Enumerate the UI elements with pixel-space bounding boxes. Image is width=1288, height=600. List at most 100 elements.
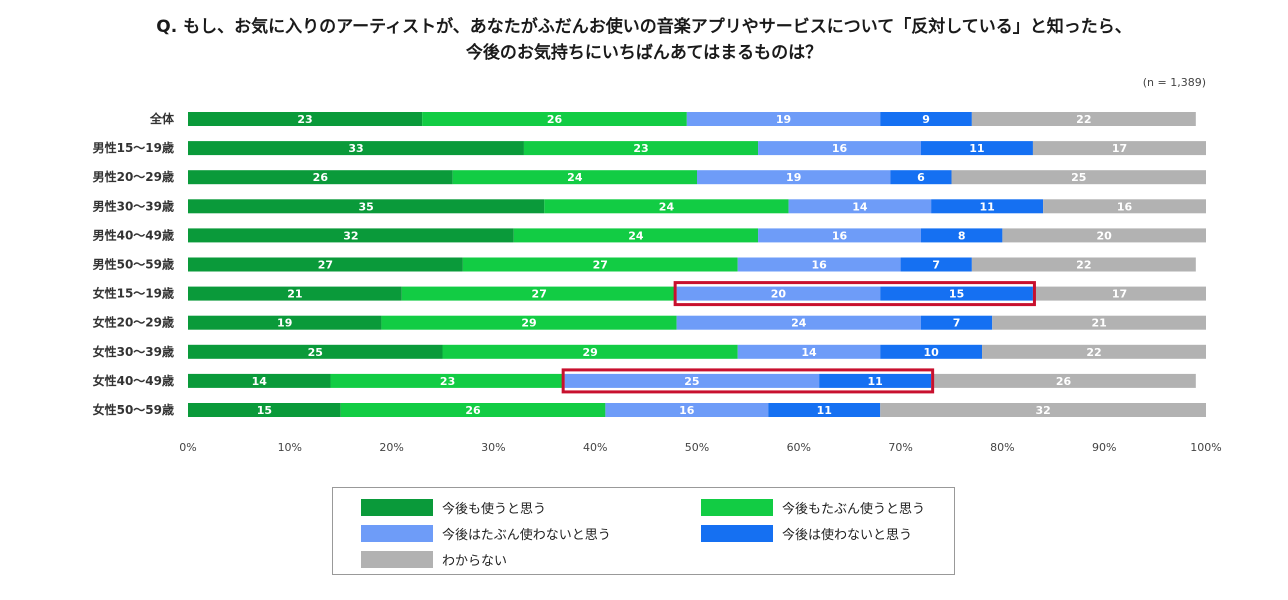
legend-item-dont-know: わからない (361, 550, 507, 569)
legend-item-use-again: 今後も使うと思う (361, 498, 546, 517)
legend-label-maybe-use: 今後もたぶん使うと思う (782, 502, 926, 517)
category-label: 女性40〜49歳 (93, 373, 174, 388)
data-label: 35 (358, 200, 373, 213)
bar-segment-use-again (188, 257, 463, 272)
bar-segment-not-use (819, 373, 932, 388)
legend-label-maybe-not-use: 今後はたぶん使わないと思う (442, 528, 611, 543)
bar-segment-use-again (188, 141, 524, 156)
data-label: 29 (521, 317, 536, 330)
legend-item-maybe-use: 今後もたぶん使うと思う (701, 498, 925, 517)
bar-segment-maybe-use (330, 373, 565, 388)
legend-swatch-not-use (701, 525, 773, 542)
data-label: 16 (832, 229, 848, 242)
legend-swatch-maybe-not-use (361, 525, 433, 542)
bar-segment-maybe-use (381, 315, 677, 330)
bar-segment-use-again (188, 199, 545, 214)
data-label: 11 (867, 375, 882, 388)
data-label: 19 (786, 171, 801, 184)
bar-segment-not-use (880, 112, 972, 126)
bar-segment-dont-know (971, 257, 1196, 272)
x-tick-label: 80% (990, 441, 1014, 454)
legend-label-use-again: 今後も使うと思う (442, 502, 547, 517)
legend-label-not-use: 今後は使わないと思う (782, 528, 913, 543)
data-label: 23 (297, 113, 312, 126)
data-label: 16 (1117, 200, 1133, 213)
data-label: 32 (343, 229, 358, 242)
bar-segment-dont-know (931, 373, 1196, 388)
data-label: 16 (812, 259, 828, 272)
bar-segment-use-again (188, 112, 423, 126)
legend-swatch-maybe-use (701, 499, 773, 516)
data-label: 22 (1086, 346, 1101, 359)
x-tick-label: 60% (787, 441, 811, 454)
x-tick-label: 40% (583, 441, 607, 454)
bar-segment-maybe-use (544, 199, 789, 214)
legend-label-dont-know: わからない (442, 554, 508, 569)
bar-segment-maybe-not-use (697, 170, 891, 185)
bar-segment-maybe-use (401, 286, 677, 301)
data-label: 11 (979, 200, 994, 213)
x-tick-label: 20% (379, 441, 403, 454)
x-tick-label: 50% (685, 441, 709, 454)
x-tick-label: 30% (481, 441, 505, 454)
data-label: 27 (593, 259, 608, 272)
data-label: 24 (791, 317, 807, 330)
bar-segment-use-again (188, 286, 402, 301)
legend-item-maybe-not-use: 今後はたぶん使わないと思う (361, 524, 611, 543)
x-tick-label: 0% (179, 441, 196, 454)
sample-size-note: (n = 1,389) (1142, 76, 1206, 89)
data-label: 19 (277, 317, 292, 330)
data-label: 27 (318, 259, 333, 272)
data-label: 27 (532, 288, 547, 301)
data-label: 17 (1112, 142, 1127, 155)
bar-segment-not-use (880, 344, 983, 359)
data-label: 10 (923, 346, 939, 359)
data-label: 11 (817, 404, 832, 417)
highlight-box (561, 368, 935, 394)
data-label: 24 (659, 200, 675, 213)
title-line-1: Q. もし、お気に入りのアーティストが、あなたがふだんお使いの音楽アプリやサービ… (156, 17, 1132, 37)
data-label: 7 (953, 317, 961, 330)
bar-segment-use-again (188, 228, 514, 243)
data-label: 25 (684, 375, 699, 388)
bar-segment-maybe-not-use (605, 403, 769, 417)
bar-segment-maybe-not-use (758, 228, 921, 243)
data-label: 7 (932, 259, 940, 272)
data-label: 9 (922, 113, 930, 126)
category-label: 男性50〜59歳 (93, 257, 174, 272)
bar-segment-maybe-use (513, 228, 759, 243)
bar-segment-dont-know (1032, 141, 1206, 156)
bar-segment-maybe-use (523, 141, 759, 156)
category-label: 女性15〜19歳 (93, 286, 174, 301)
data-label: 14 (801, 346, 817, 359)
x-tick-label: 70% (888, 441, 912, 454)
data-label: 32 (1035, 404, 1050, 417)
data-label: 19 (776, 113, 791, 126)
bar-segment-maybe-use (462, 257, 738, 272)
category-label: 女性20〜29歳 (93, 315, 174, 330)
data-label: 24 (628, 229, 644, 242)
x-tick-label: 100% (1190, 441, 1221, 454)
data-label: 11 (969, 142, 984, 155)
category-label: 全体 (149, 111, 175, 126)
data-label: 22 (1076, 113, 1091, 126)
data-label: 33 (348, 142, 363, 155)
bar-segment-maybe-not-use (788, 199, 932, 214)
legend: 今後も使うと思う 今後もたぶん使うと思う 今後はたぶん使わないと思う 今後は使わ… (332, 487, 955, 575)
bar-segment-maybe-not-use (686, 112, 881, 126)
bar-segment-maybe-not-use (737, 257, 901, 272)
bar-segment-not-use (768, 403, 881, 417)
bar-segment-not-use (900, 257, 972, 272)
bar-segment-maybe-not-use (676, 286, 881, 301)
legend-swatch-use-again (361, 499, 433, 516)
bar-segment-not-use (920, 315, 993, 330)
data-label: 29 (582, 346, 597, 359)
data-label: 26 (547, 113, 563, 126)
bar-segment-not-use (890, 170, 952, 185)
bar-segment-use-again (188, 315, 382, 330)
category-label: 男性30〜39歳 (93, 198, 174, 213)
data-label: 22 (1076, 259, 1091, 272)
bar-segment-dont-know (880, 403, 1206, 417)
data-label: 25 (308, 346, 323, 359)
